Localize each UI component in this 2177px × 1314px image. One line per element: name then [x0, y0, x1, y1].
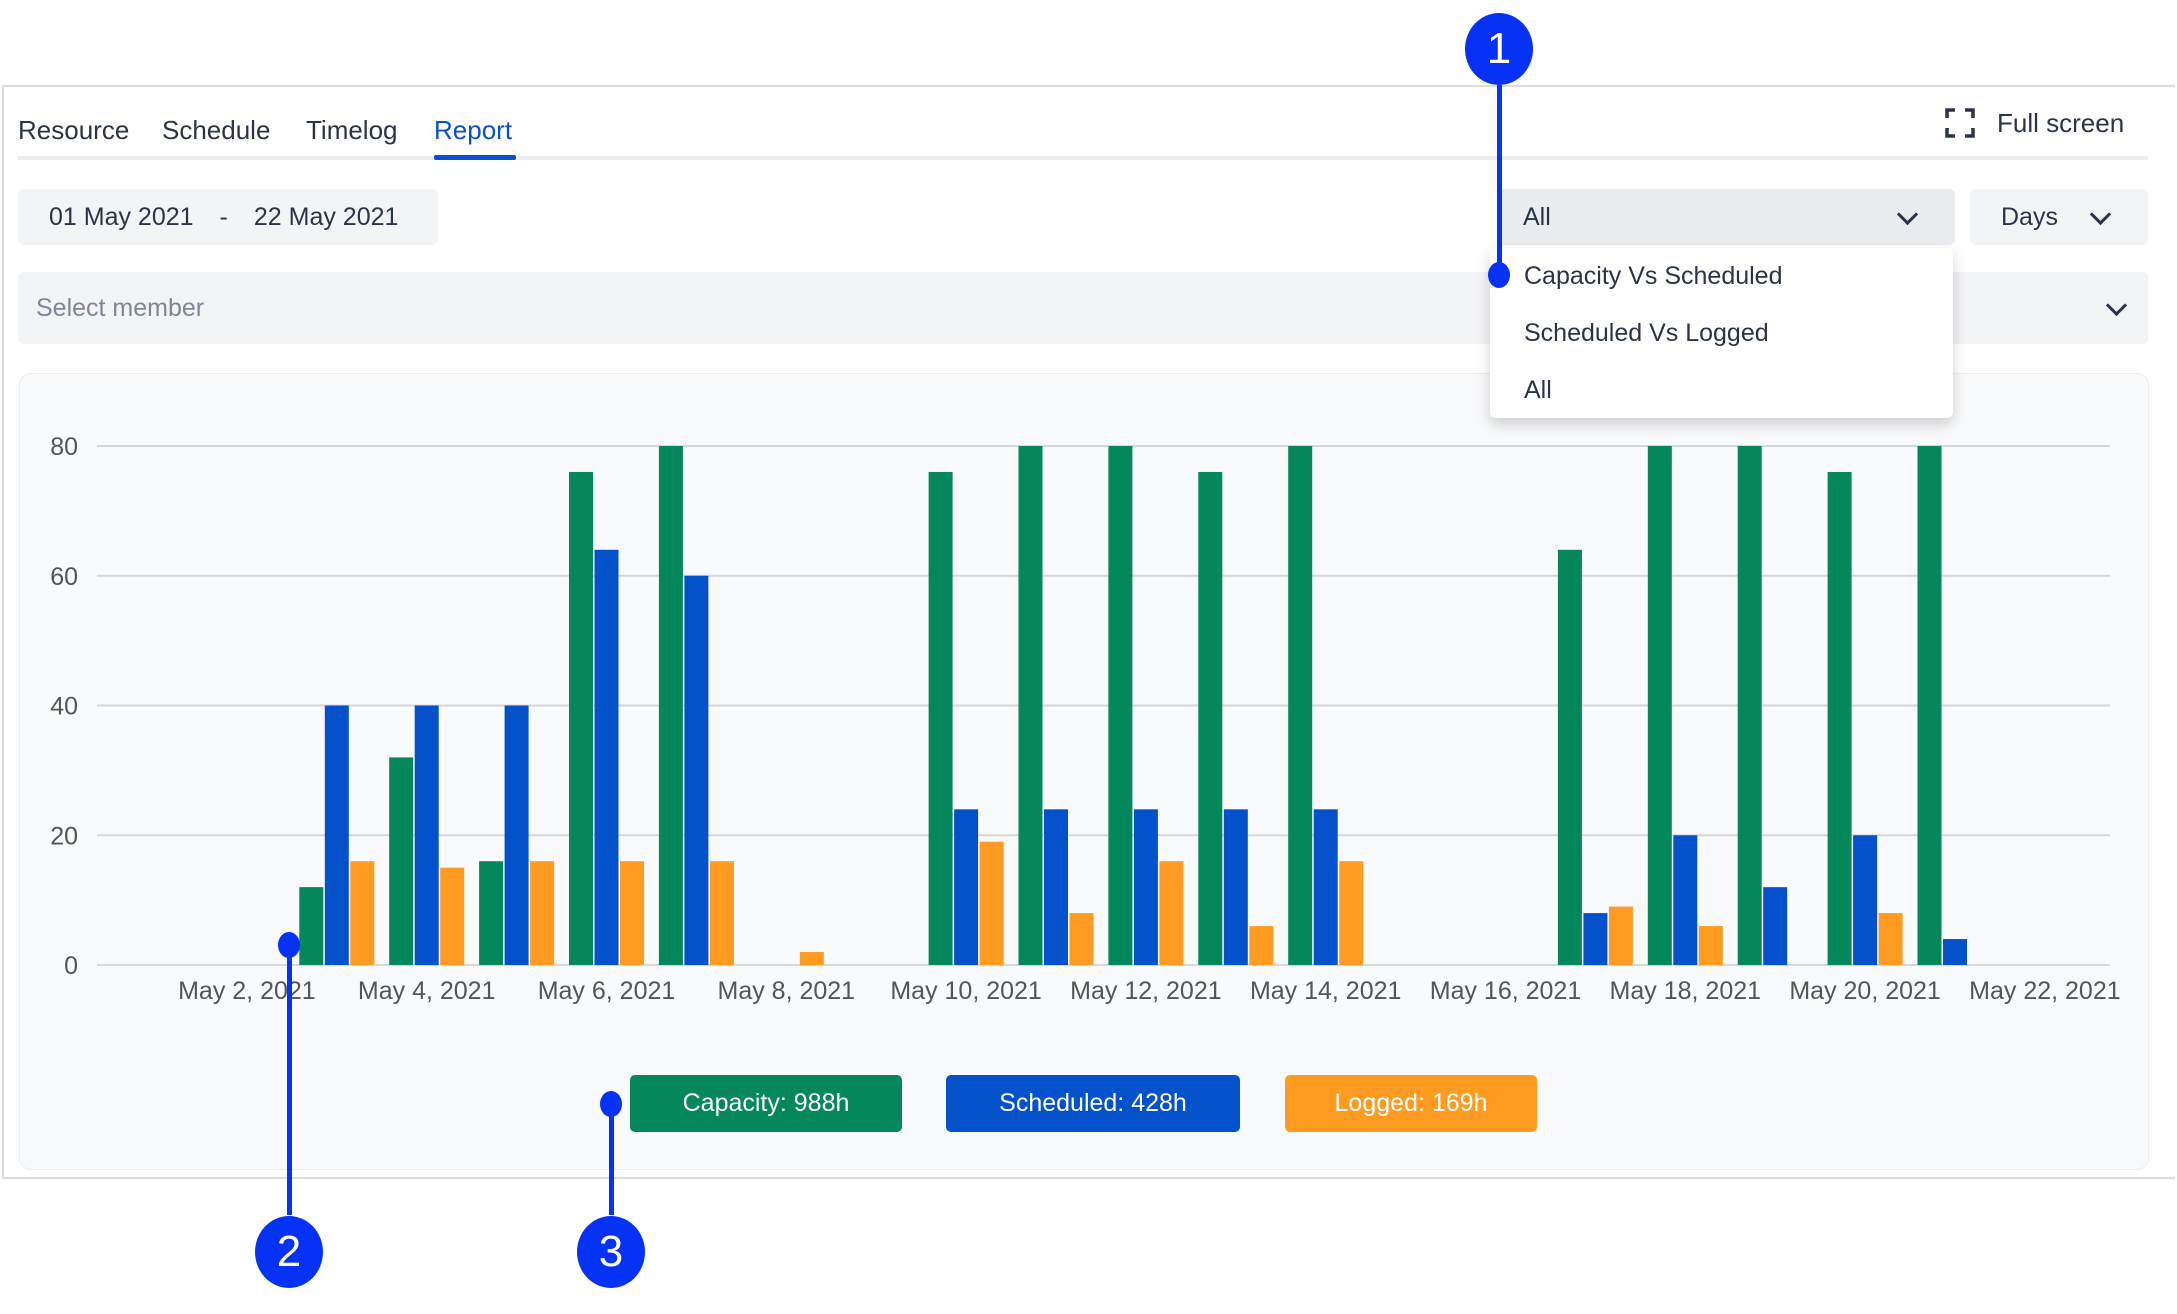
option-all[interactable]: All [1524, 376, 1552, 404]
legend-capacity[interactable]: Capacity: 988h [630, 1075, 902, 1132]
tab-schedule[interactable]: Schedule [162, 115, 271, 145]
tab-resource[interactable]: Resource [18, 115, 130, 145]
annotation-1-dot [1488, 262, 1510, 288]
period-value: Days [2001, 202, 2058, 231]
annotation-2-line [287, 945, 292, 1215]
start-date: 01 May 2021 [49, 202, 194, 231]
date-separator: - [219, 202, 228, 231]
chart-card [19, 373, 2149, 1170]
annotation-badge-2: 2 [255, 1216, 323, 1288]
annotation-2-dot [278, 932, 300, 958]
annotation-badge-3: 3 [577, 1216, 645, 1288]
fullscreen-label: Full screen [1997, 107, 2125, 138]
expand-icon [1945, 108, 1975, 138]
report-type-select[interactable]: All [1497, 189, 1955, 245]
annotation-badge-1: 1 [1465, 13, 1533, 85]
annotation-1-line [1497, 85, 1502, 275]
period-select[interactable]: Days [1970, 189, 2148, 245]
chevron-down-icon [2089, 203, 2112, 225]
member-placeholder: Select member [36, 293, 205, 322]
tab-divider [18, 156, 2148, 160]
date-range-picker[interactable]: 01 May 2021 - 22 May 2021 [18, 189, 438, 245]
annotation-3-dot [600, 1091, 622, 1117]
option-capacity-vs-scheduled[interactable]: Capacity Vs Scheduled [1524, 262, 1783, 290]
tab-report[interactable]: Report [434, 115, 513, 145]
chevron-down-icon [2105, 294, 2128, 316]
annotation-3-line [609, 1104, 614, 1215]
tab-timelog[interactable]: Timelog [306, 115, 398, 145]
fullscreen-button[interactable]: Full screen [1945, 103, 2124, 143]
end-date: 22 May 2021 [253, 202, 399, 231]
legend-scheduled[interactable]: Scheduled: 428h [946, 1075, 1240, 1132]
active-tab-indicator [434, 155, 516, 160]
option-scheduled-vs-logged[interactable]: Scheduled Vs Logged [1524, 319, 1769, 347]
legend-logged[interactable]: Logged: 169h [1285, 1075, 1537, 1132]
chevron-down-icon [1896, 203, 1919, 225]
report-type-dropdown: Capacity Vs Scheduled Scheduled Vs Logge… [1490, 248, 1953, 418]
report-type-value: All [1523, 202, 1551, 231]
